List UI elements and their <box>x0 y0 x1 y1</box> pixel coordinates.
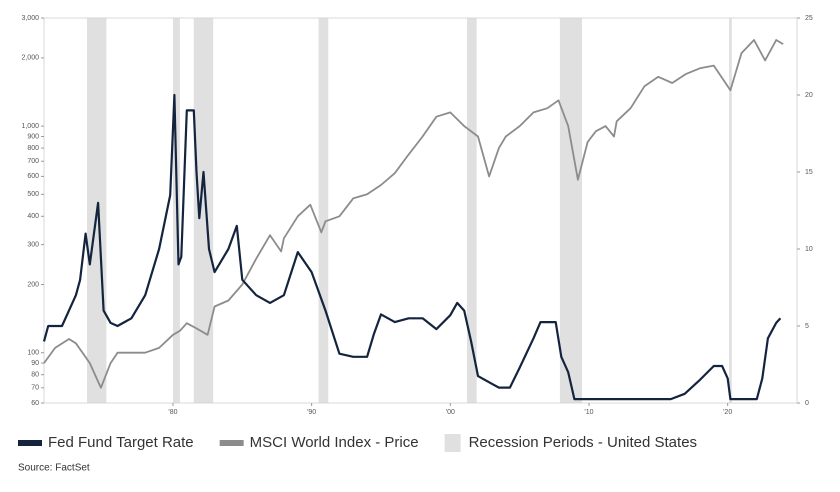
y-tick-label: 400 <box>27 213 39 220</box>
y-tick-label: 900 <box>27 133 39 140</box>
recession-band <box>559 18 583 403</box>
plot-frame <box>43 17 798 404</box>
y2-tick-label: 15 <box>805 169 813 176</box>
y-tick-label: 1,000 <box>21 123 39 130</box>
y-tick-label: 600 <box>27 173 39 180</box>
y-tick-label: 2,000 <box>21 55 39 62</box>
legend-swatch <box>219 440 244 446</box>
legend-swatch <box>444 434 461 452</box>
legend-label: Recession Periods - United States <box>469 434 697 451</box>
x-tick-label: '00 <box>446 409 455 416</box>
y-tick-label: 700 <box>27 158 39 165</box>
y-tick-label: 200 <box>27 281 39 288</box>
recession-band <box>318 18 329 403</box>
x-tick-label: '80 <box>168 409 177 416</box>
x-tick-label: '20 <box>723 409 732 416</box>
y-tick-label: 70 <box>31 385 39 392</box>
y-tick-label: 100 <box>27 350 39 357</box>
y-tick-label: 500 <box>27 191 39 198</box>
legend-label: MSCI World Index - Price <box>250 434 419 451</box>
y-tick-label: 3,000 <box>21 15 39 22</box>
legend-swatch <box>18 440 42 446</box>
series-line <box>42 93 782 401</box>
recession-band <box>729 18 732 403</box>
y-tick-label: 800 <box>27 145 39 152</box>
recession-band <box>466 18 477 403</box>
x-tick-label: '90 <box>307 409 316 416</box>
recession-band <box>193 18 214 403</box>
y2-tick-label: 0 <box>805 400 809 407</box>
x-tick-label: '10 <box>584 409 593 416</box>
legend-label: Fed Fund Target Rate <box>48 434 194 451</box>
series-line <box>43 39 784 389</box>
y-tick-label: 90 <box>31 360 39 367</box>
y2-tick-label: 25 <box>805 15 813 22</box>
source: Source: FactSet <box>18 463 90 474</box>
y2-tick-label: 10 <box>805 246 813 253</box>
y-tick-label: 60 <box>31 400 39 407</box>
y2-tick-label: 20 <box>805 92 813 99</box>
y-tick-label: 80 <box>31 372 39 379</box>
y2-tick-label: 5 <box>805 323 809 330</box>
y-tick-label: 300 <box>27 241 39 248</box>
